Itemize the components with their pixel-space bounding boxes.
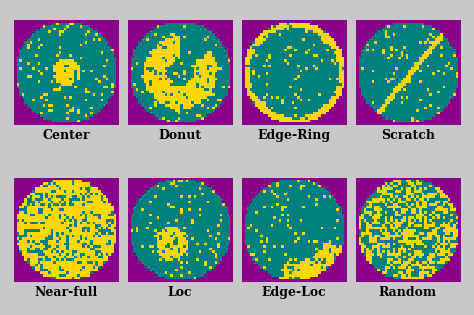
Text: Edge-Ring: Edge-Ring xyxy=(257,129,330,142)
Text: Donut: Donut xyxy=(159,129,201,142)
Text: Edge-Loc: Edge-Loc xyxy=(262,286,326,300)
Text: Scratch: Scratch xyxy=(381,129,435,142)
Text: Random: Random xyxy=(379,286,437,300)
Text: Loc: Loc xyxy=(168,286,192,300)
Text: Near-full: Near-full xyxy=(35,286,98,300)
Text: Center: Center xyxy=(43,129,90,142)
